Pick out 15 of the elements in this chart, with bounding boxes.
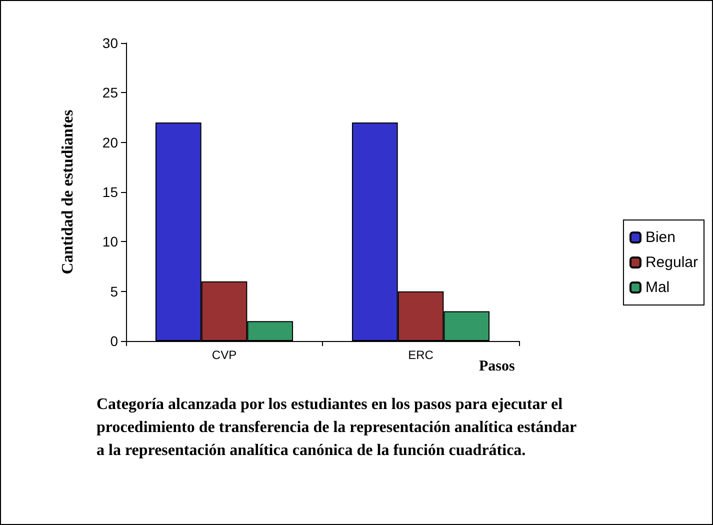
legend-label: Regular xyxy=(645,254,698,271)
y-tick-label: 5 xyxy=(110,283,118,300)
y-tick-label: 25 xyxy=(102,84,118,101)
y-tick-label: 0 xyxy=(110,333,118,349)
y-tick-label: 10 xyxy=(102,234,118,250)
y-tick-label: 30 xyxy=(102,35,118,51)
x-tick-label: ERC xyxy=(408,348,434,362)
y-axis-title: Cantidad de estudiantes xyxy=(60,110,76,274)
y-tick-label: 20 xyxy=(102,134,118,150)
text: Categoría alcanzada por los estudiantes en los pasos para ejecutar el procedimiento de transferencia de la representación analítica estándar a la representación analítica canónica de la función cuadrática. xyxy=(96,396,580,459)
x-tick-label: CVP xyxy=(212,348,237,362)
legend-label: Bien xyxy=(645,229,676,246)
legend-label: Mal xyxy=(645,279,670,296)
y-tick-label: 15 xyxy=(102,184,118,200)
x-axis-title: Pasos xyxy=(479,358,515,374)
